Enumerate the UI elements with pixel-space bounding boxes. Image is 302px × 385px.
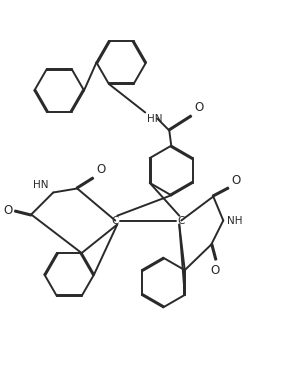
Text: HN: HN bbox=[147, 114, 163, 124]
Text: O: O bbox=[3, 204, 12, 217]
Text: O: O bbox=[96, 164, 105, 176]
Text: C: C bbox=[178, 216, 185, 226]
Text: O: O bbox=[211, 264, 220, 277]
Text: NH: NH bbox=[227, 216, 243, 226]
Text: O: O bbox=[194, 102, 203, 114]
Text: C: C bbox=[111, 216, 119, 226]
Text: O: O bbox=[231, 174, 240, 187]
Text: HN: HN bbox=[33, 181, 48, 191]
